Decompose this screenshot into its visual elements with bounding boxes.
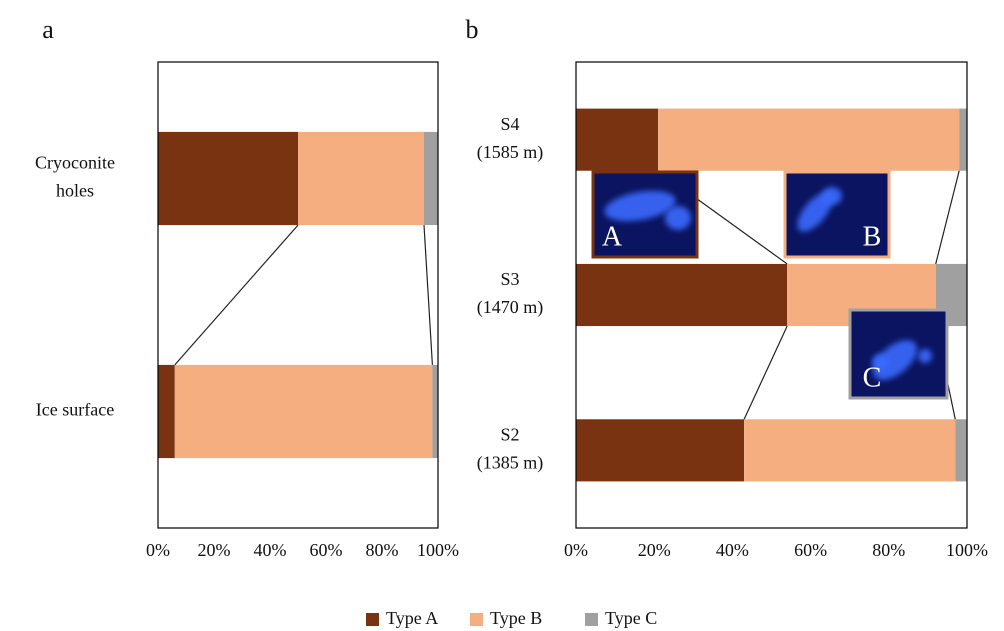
connector (423, 225, 433, 365)
legend-swatch (470, 613, 483, 626)
x-tick-label: 100% (417, 540, 459, 560)
y-tick-label: S2 (500, 424, 519, 444)
inset-image (783, 170, 891, 259)
x-tick-label: 60% (310, 540, 343, 560)
x-tick-label: 20% (198, 540, 231, 560)
plot-frame (575, 61, 968, 529)
y-tick-label: Ice surface (36, 400, 114, 420)
x-tick-label: 60% (794, 540, 827, 560)
panel-label: b (466, 15, 479, 44)
legend-label: Type A (386, 608, 438, 628)
y-tick-label: (1585 m) (477, 142, 544, 163)
y-tick-label: S3 (500, 269, 519, 289)
bar (576, 419, 745, 482)
y-tick-label: holes (56, 181, 94, 201)
connector (174, 224, 299, 366)
bar (298, 131, 424, 226)
bar (744, 419, 956, 482)
inset-label: A (602, 221, 623, 252)
bar (158, 364, 175, 459)
inset-cell (822, 187, 842, 205)
bar (174, 364, 433, 459)
inset-cell (665, 206, 691, 230)
x-tick-label: 80% (366, 540, 399, 560)
y-tick-label: Cryoconite (35, 153, 115, 173)
bar (432, 364, 438, 459)
bar (658, 108, 960, 171)
inset-cell (918, 349, 932, 363)
bar (959, 108, 967, 171)
bar (424, 131, 438, 226)
y-tick-label: (1385 m) (477, 452, 544, 473)
legend-label: Type B (490, 608, 542, 628)
legend-swatch (585, 613, 598, 626)
bar (576, 108, 659, 171)
x-tick-label: 0% (146, 540, 170, 560)
inset-label: C (863, 362, 882, 393)
y-tick-label: S4 (500, 114, 519, 134)
x-tick-label: 40% (254, 540, 287, 560)
x-tick-label: 100% (946, 540, 988, 560)
plot-frame (157, 61, 439, 529)
x-tick-label: 80% (872, 540, 905, 560)
inset-cell (872, 354, 888, 370)
connector (935, 170, 960, 265)
connector (743, 325, 788, 420)
inset-label: B (863, 221, 882, 252)
x-tick-label: 0% (564, 540, 588, 560)
inset-cell (873, 340, 917, 380)
x-tick-label: 40% (716, 540, 749, 560)
y-tick-label: (1470 m) (477, 297, 544, 318)
panel-label: a (42, 15, 54, 44)
inset-cell (604, 190, 676, 222)
legend-label: Type C (605, 608, 657, 628)
bar (158, 131, 298, 226)
legend-swatch (366, 613, 379, 626)
bar (576, 263, 788, 327)
bar (955, 419, 967, 482)
inset-cell (797, 192, 833, 232)
x-tick-label: 20% (638, 540, 671, 560)
